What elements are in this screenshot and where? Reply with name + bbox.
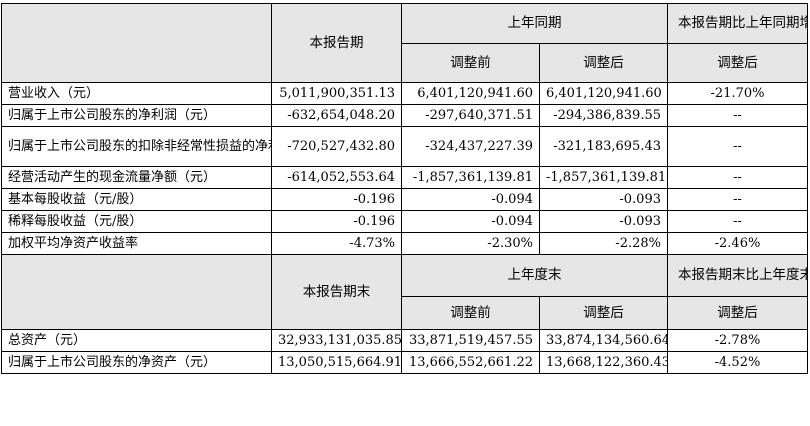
cell-before: -0.094: [401, 188, 540, 211]
cell-after: 13,668,122,360.43: [539, 351, 668, 374]
row-label: 加权平均净资产收益率: [1, 232, 272, 255]
cell-after: -1,857,361,139.81: [539, 166, 668, 189]
table-row: 经营活动产生的现金流量净额（元） -614,052,553.64 -1,857,…: [1, 166, 808, 189]
header-prior-period: 上年同期: [401, 3, 668, 44]
cell-current: 32,933,131,035.85: [271, 329, 402, 352]
row-label: 经营活动产生的现金流量净额（元）: [1, 166, 272, 189]
cell-change: --: [667, 188, 808, 211]
cell-change: -2.46%: [667, 232, 808, 255]
table-row: 总资产（元） 32,933,131,035.85 33,871,519,457.…: [1, 329, 808, 352]
row-label: 归属于上市公司股东的净资产（元）: [1, 351, 272, 374]
section1-subheader-row: 调整前 调整后 调整后: [2, 42, 808, 83]
cell-current: -0.196: [271, 188, 402, 211]
cell-before: -1,857,361,139.81: [401, 166, 540, 189]
row-label: 归属于上市公司股东的扣除非经常性损益的净利润（元）: [1, 126, 272, 167]
cell-change: --: [667, 210, 808, 233]
header-change: 本报告期比上年同期增减: [667, 3, 808, 44]
cell-change: -2.78%: [667, 329, 808, 352]
header-change-after-adjust: 调整后: [667, 295, 808, 331]
header-change: 本报告期末比上年度末增减: [667, 254, 808, 297]
section2-header-row: 本报告期末 上年度末 本报告期末比上年度末增减: [1, 254, 808, 330]
cell-after: -0.093: [539, 210, 668, 233]
row-label: 总资产（元）: [1, 329, 272, 352]
header-blank: [1, 3, 272, 83]
cell-change: -21.70%: [667, 82, 808, 105]
header-current-period: 本报告期: [271, 3, 402, 83]
cell-after: -294,386,839.55: [539, 104, 668, 127]
cell-change: --: [667, 166, 808, 189]
header-before-adjust: 调整前: [401, 295, 540, 331]
cell-current: 13,050,515,664.91: [271, 351, 402, 374]
header-prior-year-end: 上年度末: [401, 254, 668, 297]
header-blank: [1, 254, 272, 330]
cell-current: -632,654,048.20: [271, 104, 402, 127]
header-period-end: 本报告期末: [271, 254, 402, 330]
row-label: 稀释每股收益（元/股）: [1, 210, 272, 233]
financial-table: 本报告期 上年同期 本报告期比上年同期增减 调整前 调整后 调整后 营业收入（元…: [1, 3, 808, 374]
cell-change: -4.52%: [667, 351, 808, 374]
cell-current: 5,011,900,351.13: [271, 82, 402, 105]
row-label: 基本每股收益（元/股）: [1, 188, 272, 211]
cell-before: 6,401,120,941.60: [401, 82, 540, 105]
cell-after: 6,401,120,941.60: [539, 82, 668, 105]
cell-current: -720,527,432.80: [271, 126, 402, 167]
table-row: 营业收入（元） 5,011,900,351.13 6,401,120,941.6…: [1, 82, 808, 105]
header-before-adjust: 调整前: [401, 42, 540, 83]
cell-before: -0.094: [401, 210, 540, 233]
row-label: 归属于上市公司股东的净利润（元）: [1, 104, 272, 127]
header-after-adjust: 调整后: [539, 295, 668, 331]
header-change-after-adjust: 调整后: [667, 42, 808, 83]
cell-after: 33,874,134,560.64: [539, 329, 668, 352]
cell-change: --: [667, 104, 808, 127]
table-row: 基本每股收益（元/股） -0.196 -0.094 -0.093 --: [1, 188, 808, 211]
cell-before: -324,437,227.39: [401, 126, 540, 167]
table-row: 稀释每股收益（元/股） -0.196 -0.094 -0.093 --: [1, 210, 808, 233]
table-row: 归属于上市公司股东的净利润（元） -632,654,048.20 -297,64…: [1, 104, 808, 127]
cell-after: -2.28%: [539, 232, 668, 255]
cell-after: -321,183,695.43: [539, 126, 668, 167]
cell-before: -297,640,371.51: [401, 104, 540, 127]
cell-current: -0.196: [271, 210, 402, 233]
cell-before: 13,666,552,661.22: [401, 351, 540, 374]
table-row: 加权平均净资产收益率 -4.73% -2.30% -2.28% -2.46%: [1, 232, 808, 255]
cell-before: 33,871,519,457.55: [401, 329, 540, 352]
section1-header-row: 本报告期 上年同期 本报告期比上年同期增减: [1, 3, 808, 83]
cell-after: -0.093: [539, 188, 668, 211]
cell-change: --: [667, 126, 808, 167]
table-row: 归属于上市公司股东的扣除非经常性损益的净利润（元） -720,527,432.8…: [1, 126, 808, 167]
cell-before: -2.30%: [401, 232, 540, 255]
cell-current: -4.73%: [271, 232, 402, 255]
row-label: 营业收入（元）: [1, 82, 272, 105]
header-after-adjust: 调整后: [539, 42, 668, 83]
section2-subheader-row: 调整前 调整后 调整后: [2, 295, 808, 331]
cell-current: -614,052,553.64: [271, 166, 402, 189]
table-row: 归属于上市公司股东的净资产（元） 13,050,515,664.91 13,66…: [1, 351, 808, 374]
